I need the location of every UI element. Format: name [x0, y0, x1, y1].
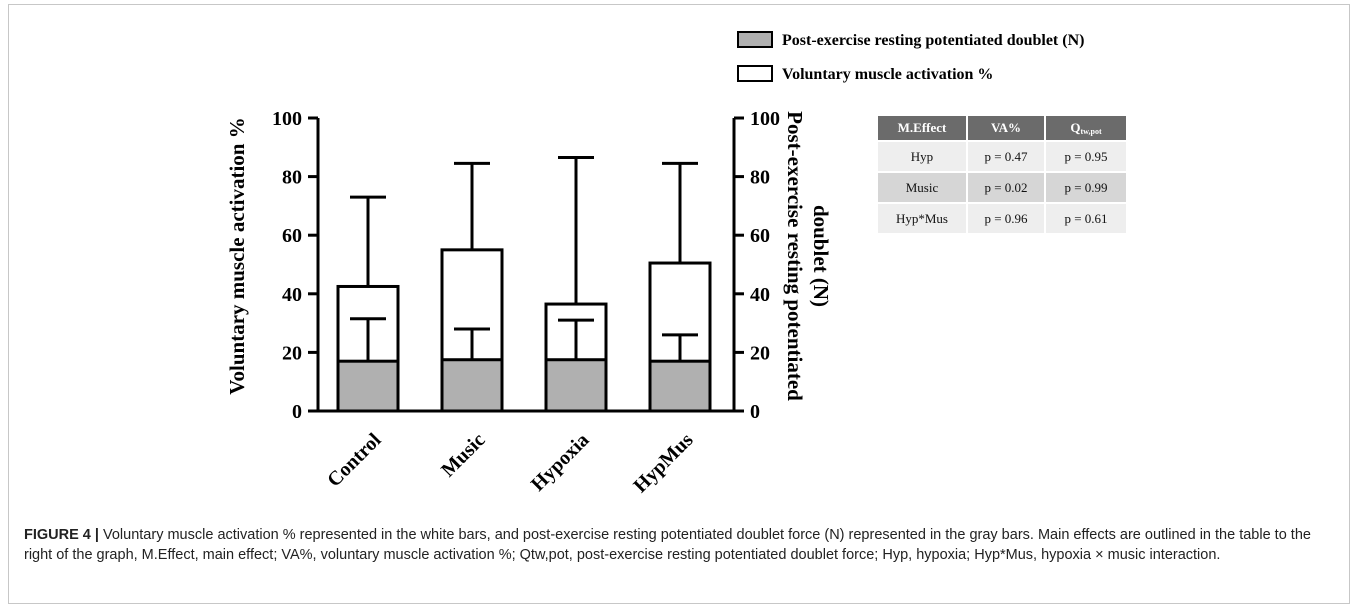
- table-cell: p = 0.02: [968, 173, 1044, 202]
- y-tick-label-left: 0: [292, 401, 302, 423]
- y-tick-label-left: 60: [282, 225, 302, 247]
- x-tick-label: Control: [323, 429, 386, 492]
- y-axis-label-right-line2: doublet (N): [809, 205, 833, 307]
- table-header-row: M.Effect VA% Qtw,pot: [878, 116, 1126, 140]
- bar-doublet: [648, 359, 712, 413]
- figure-frame: [8, 4, 1350, 604]
- y-tick-label-left: 80: [282, 167, 302, 189]
- legend: Post-exercise resting potentiated double…: [737, 31, 1084, 83]
- table-cell: p = 0.47: [968, 142, 1044, 171]
- table-row: Hyp p = 0.47 p = 0.95: [878, 142, 1126, 171]
- y-tick-label-left: 100: [272, 108, 302, 130]
- table-cell: p = 0.99: [1046, 173, 1126, 202]
- legend-label-white: Voluntary muscle activation %: [782, 66, 993, 83]
- y-tick-label-right: 60: [750, 225, 770, 247]
- figure-caption: FIGURE 4 | Voluntary muscle activation %…: [24, 525, 1334, 565]
- table-row: Music p = 0.02 p = 0.99: [878, 173, 1126, 202]
- bar-doublet: [336, 359, 400, 413]
- y-tick-label-right: 40: [750, 284, 770, 306]
- table-cell: p = 0.95: [1046, 142, 1126, 171]
- y-tick-label-right: 80: [750, 167, 770, 189]
- x-tick-labels: Control Music Hypoxia HypMus: [323, 429, 698, 498]
- caption-label: FIGURE 4 |: [24, 527, 99, 543]
- y-axis-label-right-line1: Post-exercise resting potentiated: [783, 111, 807, 401]
- x-tick-label: Hypoxia: [527, 429, 594, 496]
- chart-bars: [336, 156, 712, 413]
- qtw-main: Q: [1070, 120, 1081, 135]
- caption-text: Voluntary muscle activation % represente…: [24, 527, 1311, 563]
- y-tick-label-left: 20: [282, 342, 302, 364]
- y-tick-label-right: 0: [750, 401, 760, 423]
- bar-doublet: [544, 358, 608, 413]
- legend-swatch-white: [737, 65, 773, 82]
- y-tick-label-right: 100: [750, 108, 780, 130]
- legend-swatch-gray: [737, 31, 773, 48]
- y-axis-label-left: Voluntary muscle activation %: [225, 117, 249, 394]
- table-cell: p = 0.96: [968, 204, 1044, 233]
- y-tick-label-left: 40: [282, 284, 302, 306]
- qtw-subscript: tw,pot: [1080, 127, 1102, 136]
- table-header-va: VA%: [968, 116, 1044, 140]
- table-header-qtw: Qtw,pot: [1046, 116, 1126, 140]
- table-cell: Hyp*Mus: [878, 204, 966, 233]
- bar-doublet: [440, 358, 504, 413]
- chart-axes: 0 0 20 20 40 40 60 60 80 80 100 100: [272, 108, 780, 423]
- table-cell: Hyp: [878, 142, 966, 171]
- legend-label-gray: Post-exercise resting potentiated double…: [782, 32, 1084, 49]
- table-header-meffect: M.Effect: [878, 116, 966, 140]
- x-tick-label: HypMus: [629, 429, 697, 497]
- y-tick-label-right: 20: [750, 342, 770, 364]
- table-row: Hyp*Mus p = 0.96 p = 0.61: [878, 204, 1126, 233]
- table-cell: p = 0.61: [1046, 204, 1126, 233]
- x-tick-label: Music: [437, 429, 490, 482]
- table-cell: Music: [878, 173, 966, 202]
- main-effects-table: M.Effect VA% Qtw,pot Hyp p = 0.47 p = 0.…: [876, 114, 1128, 235]
